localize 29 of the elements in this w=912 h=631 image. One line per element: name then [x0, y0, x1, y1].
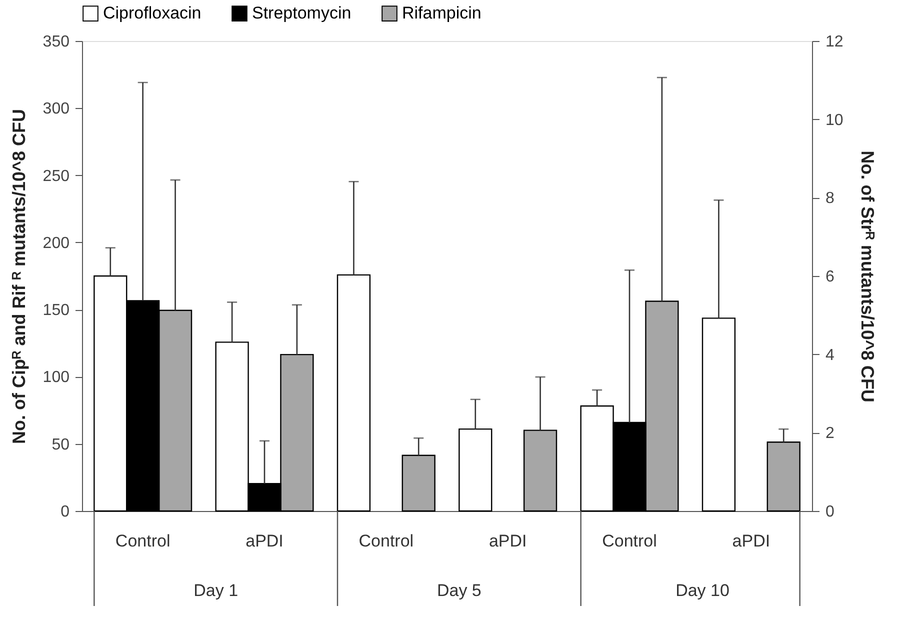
y2-tick-label: 8 — [826, 190, 834, 208]
text: Day 1 — [194, 581, 238, 600]
x-tick-label: Control — [602, 532, 657, 550]
y-tick-label: 50 — [52, 436, 70, 454]
y2-axis-title: No. of Strᴿ mutants/10^8 CFU — [857, 150, 878, 402]
y2-tick-label: 6 — [826, 268, 834, 286]
y2-tick-label: 12 — [826, 34, 844, 50]
x-tick-label: Control — [358, 532, 414, 550]
y-tick-label: 300 — [42, 100, 70, 118]
y-tick-label: 250 — [42, 168, 70, 185]
y-axis-title: No. of Cipᴿ and Rif ᴿ mutants/10^8 CFU — [8, 108, 29, 444]
x-tick-label: aPDI — [732, 532, 770, 550]
y-tick-label: 150 — [42, 302, 70, 320]
x-tick-label: aPDI — [488, 532, 527, 550]
x-tick-label: aPDI — [246, 532, 284, 550]
y2-tick-label: 0 — [826, 504, 834, 520]
y-tick-label: 350 — [42, 34, 70, 50]
text: Day 5 — [436, 581, 482, 600]
y-tick-label: 200 — [42, 234, 70, 252]
y-tick-label: 0 — [60, 504, 70, 520]
y2-tick-label: 4 — [826, 346, 834, 364]
y2-tick-label: 10 — [826, 112, 844, 129]
legend-label: Streptomycin — [252, 4, 352, 23]
legend-label: Rifampicin — [402, 4, 482, 23]
x-tick-label: Control — [115, 532, 170, 550]
y2-tick-label: 2 — [826, 425, 834, 442]
text: Day 10 — [676, 581, 730, 600]
legend-label: Ciprofloxacin — [103, 4, 202, 23]
y-tick-label: 100 — [42, 369, 70, 386]
